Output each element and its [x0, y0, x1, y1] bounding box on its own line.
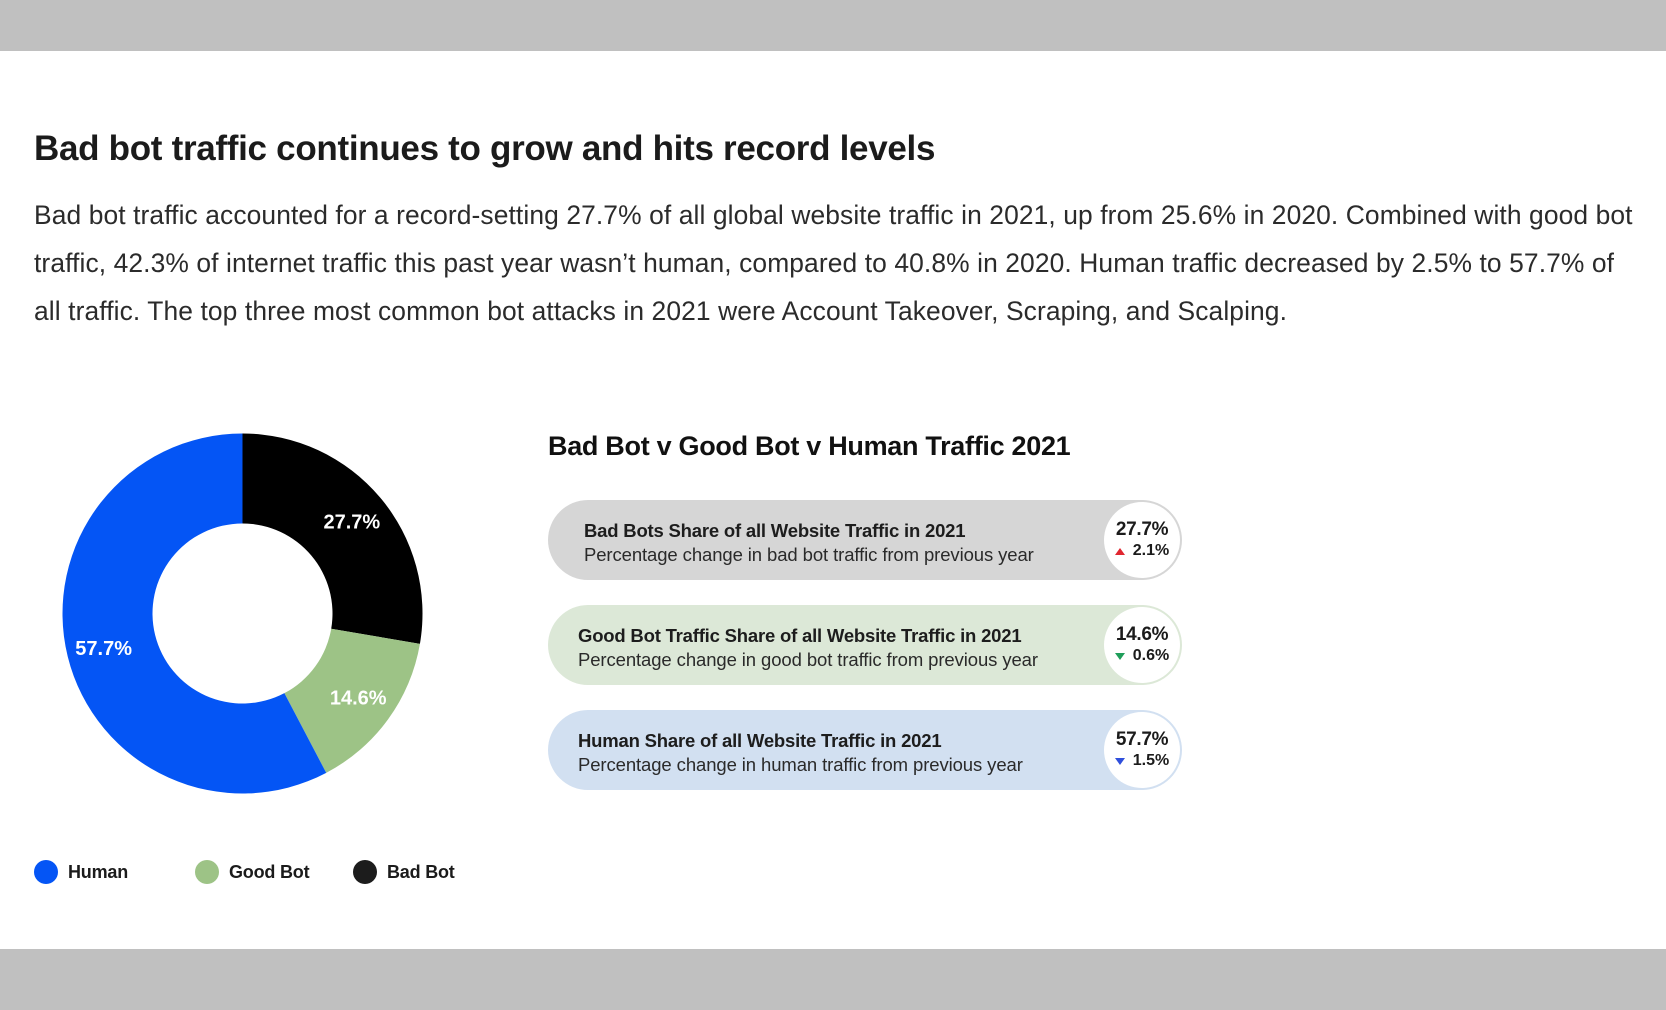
- share-value: 57.7%: [1115, 729, 1169, 750]
- slice-good-bot: [284, 628, 420, 773]
- stat-pill-good-bot: Good Bot Traffic Share of all Website Tr…: [548, 605, 1182, 685]
- legend-item-good-bot: Good Bot: [195, 857, 310, 887]
- intro-paragraph: Bad bot traffic accounted for a record-s…: [34, 200, 1633, 326]
- legend-item-bad-bot: Bad Bot: [353, 857, 455, 887]
- donut-chart-svg: 27.7% 14.6% 57.7%: [62, 433, 423, 794]
- share-value: 27.7%: [1115, 519, 1169, 540]
- page-headline: Bad bot traffic continues to grow and hi…: [34, 129, 936, 168]
- value-badge: 57.7% 1.5%: [1104, 712, 1180, 788]
- legend-swatch-good-bot: [195, 860, 219, 884]
- stat-pill-human: Human Share of all Website Traffic in 20…: [548, 710, 1182, 790]
- trend-down-icon: [1114, 652, 1125, 660]
- value-badge: 14.6% 0.6%: [1104, 607, 1180, 683]
- change-value: 2.1%: [1132, 542, 1170, 559]
- legend-label-bad-bot: Bad Bot: [387, 861, 455, 882]
- pill-text-bad-bot: Bad Bots Share of all Website Traffic in…: [584, 520, 1034, 567]
- chart-legend: Human Good Bot Bad Bot: [34, 857, 504, 887]
- pill-text-good-bot: Good Bot Traffic Share of all Website Tr…: [578, 625, 1038, 672]
- legend-swatch-bad-bot: [353, 860, 377, 884]
- slice-label-bad-bot: 27.7%: [323, 511, 380, 533]
- pill-subtitle: Percentage change in good bot traffic fr…: [578, 649, 1038, 670]
- legend-item-human: Human: [34, 857, 128, 887]
- slice-label-human: 57.7%: [75, 638, 132, 660]
- legend-label-human: Human: [68, 861, 129, 882]
- panel-title: Bad Bot v Good Bot v Human Traffic 2021: [548, 431, 1071, 461]
- slice-label-good-bot: 14.6%: [330, 688, 387, 710]
- slice-bad-bot: [242, 433, 423, 644]
- change-value: 0.6%: [1132, 647, 1170, 664]
- donut-chart: 27.7% 14.6% 57.7%: [60, 431, 425, 796]
- legend-label-good-bot: Good Bot: [229, 861, 310, 882]
- pill-subtitle: Percentage change in human traffic from …: [578, 754, 1023, 775]
- pill-title: Human Share of all Website Traffic in 20…: [578, 730, 942, 751]
- pill-subtitle: Percentage change in bad bot traffic fro…: [584, 544, 1034, 565]
- change-value: 1.5%: [1132, 752, 1170, 769]
- pill-title: Bad Bots Share of all Website Traffic in…: [584, 520, 966, 541]
- value-badge: 27.7% 2.1%: [1104, 502, 1180, 578]
- legend-swatch-human: [34, 860, 58, 884]
- pill-text-human: Human Share of all Website Traffic in 20…: [578, 730, 1023, 777]
- change-value-row: 2.1%: [1114, 541, 1170, 561]
- content-area: Bad bot traffic continues to grow and hi…: [0, 51, 1666, 949]
- change-value-row: 1.5%: [1114, 751, 1170, 771]
- change-value-row: 0.6%: [1114, 646, 1170, 666]
- trend-down-icon: [1114, 757, 1125, 765]
- trend-up-icon: [1114, 547, 1125, 555]
- page-frame: Bad bot traffic continues to grow and hi…: [0, 51, 1666, 949]
- stat-pill-bad-bot: Bad Bots Share of all Website Traffic in…: [548, 500, 1182, 580]
- slice-human: [62, 433, 327, 794]
- pill-title: Good Bot Traffic Share of all Website Tr…: [578, 625, 1022, 646]
- share-value: 14.6%: [1115, 624, 1169, 645]
